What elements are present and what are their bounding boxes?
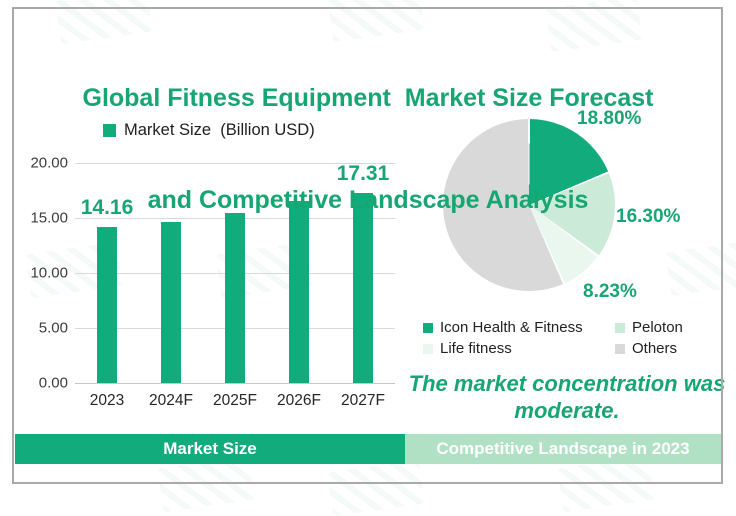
legend-item-life-fitness: Life fitness bbox=[423, 340, 615, 357]
bar-2024F bbox=[161, 221, 181, 383]
bar-legend-label: Market Size (Billion USD) bbox=[124, 121, 315, 139]
gridline bbox=[75, 383, 395, 384]
bar-plot: 14.16 17.31 bbox=[75, 161, 395, 384]
legend-label-life-fitness: Life fitness bbox=[440, 340, 512, 357]
legend-label-icon-health: Icon Health & Fitness bbox=[440, 319, 583, 336]
bar-value-label: 14.16 bbox=[80, 196, 134, 220]
legend-swatch-life-fitness bbox=[423, 343, 433, 354]
pie-value-label-icon-health: 18.80% bbox=[577, 108, 642, 129]
y-tick-label: 0.00 bbox=[38, 374, 68, 392]
x-tick-label: 2027F bbox=[341, 392, 385, 409]
page-title-line-1: Global Fitness Equipment Market Size For… bbox=[82, 84, 654, 112]
tab-competitive-landscape: Competitive Landscape in 2023 bbox=[405, 434, 721, 464]
y-tick-label: 5.00 bbox=[38, 319, 68, 337]
bar-legend-swatch bbox=[103, 124, 116, 137]
y-tick-label: 10.00 bbox=[30, 264, 68, 282]
legend-item-peloton: Peloton bbox=[615, 319, 721, 336]
watermark bbox=[557, 455, 655, 513]
gridline bbox=[75, 163, 395, 164]
legend-swatch-icon-health bbox=[423, 322, 433, 333]
pie-value-label-life-fitness: 8.23% bbox=[583, 281, 637, 302]
bar-2023 bbox=[97, 227, 117, 383]
y-tick-label: 20.00 bbox=[30, 154, 68, 172]
pie-value-label-peloton: 16.30% bbox=[616, 206, 681, 227]
bar-2025F bbox=[225, 213, 245, 383]
bar-chart-x-axis: 2023 2024F 2025F 2026F 2027F bbox=[75, 392, 395, 410]
y-tick-label: 15.00 bbox=[30, 209, 68, 227]
bar-chart-y-axis: 20.00 15.00 10.00 5.00 0.00 bbox=[8, 155, 68, 392]
bar-2026F bbox=[289, 201, 309, 383]
x-tick-label: 2025F bbox=[213, 392, 257, 409]
tab-market-size: Market Size bbox=[15, 434, 405, 464]
pie-legend: Icon Health & Fitness Peloton Life fitne… bbox=[423, 319, 723, 357]
x-tick-label: 2024F bbox=[149, 392, 193, 409]
legend-item-others: Others bbox=[615, 340, 721, 357]
legend-label-others: Others bbox=[632, 340, 678, 357]
legend-swatch-peloton bbox=[615, 322, 625, 333]
bar-value-label: 17.31 bbox=[336, 161, 390, 185]
legend-label-peloton: Peloton bbox=[632, 319, 683, 336]
watermark bbox=[157, 455, 255, 513]
legend-swatch-others bbox=[615, 343, 625, 354]
bar-chart-legend: Market Size (Billion USD) bbox=[103, 121, 315, 140]
page-title: Global Fitness Equipment Market Size For… bbox=[0, 13, 736, 251]
x-tick-label: 2026F bbox=[277, 392, 321, 409]
pie-chart bbox=[443, 119, 615, 291]
legend-item-icon-health: Icon Health & Fitness bbox=[423, 319, 615, 336]
bar-2027F bbox=[353, 192, 373, 383]
x-tick-label: 2023 bbox=[89, 392, 125, 409]
insight-text: The market concentration was moderate. bbox=[408, 371, 726, 423]
watermark bbox=[327, 459, 425, 516]
page-title-line-2: and Competitive Landscape Analysis bbox=[147, 186, 589, 214]
